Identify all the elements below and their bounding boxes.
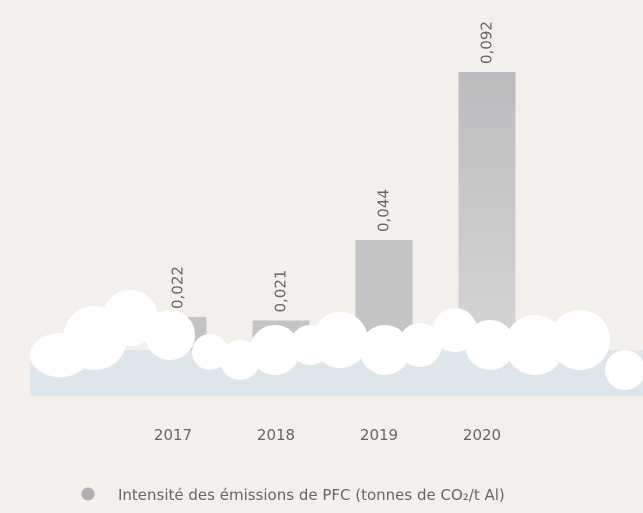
value-label: 0,044 (375, 189, 393, 232)
x-tick-label: 2018 (257, 426, 295, 444)
legend-label: Intensité des émissions de PFC (tonnes d… (118, 486, 505, 504)
x-tick-label: 2020 (463, 426, 501, 444)
value-label: 0,022 (169, 266, 187, 309)
chart: 0,022 2017 0,021 2018 0,044 2019 0,092 2020 Inte… (0, 0, 643, 513)
x-tick-label: 2017 (154, 426, 192, 444)
legend-marker (82, 488, 95, 501)
value-label: 0,092 (478, 21, 496, 64)
x-tick-label: 2019 (360, 426, 398, 444)
labels: 0,022 2017 0,021 2018 0,044 2019 0,092 2020 Inte… (82, 21, 505, 504)
clouds (30, 290, 643, 396)
value-label: 0,021 (272, 270, 290, 313)
